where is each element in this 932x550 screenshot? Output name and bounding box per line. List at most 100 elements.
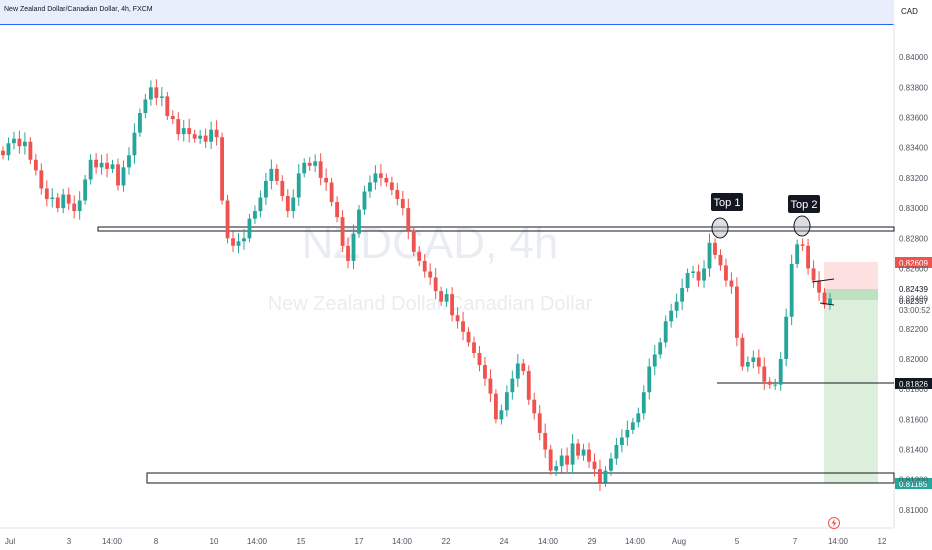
top1-marker[interactable] [711, 217, 729, 239]
candle [652, 345, 657, 375]
candle [504, 385, 509, 417]
candle [444, 288, 449, 307]
candle [302, 158, 307, 178]
candle [77, 191, 82, 220]
x-tick-label: 14:00 [247, 537, 268, 546]
candle [526, 365, 531, 405]
candle [417, 246, 422, 267]
top2-label-bg [788, 195, 820, 213]
candle [598, 459, 602, 492]
lightning-icon[interactable] [828, 517, 840, 529]
candle [619, 429, 624, 453]
candle [66, 187, 71, 210]
top2-label[interactable]: Top 2 [791, 199, 818, 211]
candle [384, 173, 389, 187]
top1-label[interactable]: Top 1 [714, 197, 741, 209]
candle [138, 108, 142, 137]
y-tick-label: 0.81200 [899, 476, 928, 485]
candle [225, 194, 230, 244]
candle [143, 93, 148, 119]
y-tick-label: 0.84000 [899, 53, 928, 62]
candle [751, 350, 756, 369]
candle [395, 183, 400, 206]
stop-loss-zone[interactable] [824, 262, 878, 289]
support-tag-bg [895, 378, 932, 389]
candle [313, 154, 318, 173]
close-price-tag: 0.82357 [899, 297, 928, 306]
candle [691, 265, 695, 279]
x-tick-label: 7 [793, 537, 798, 546]
candle [778, 352, 783, 391]
candle [22, 132, 27, 155]
candle [630, 417, 635, 434]
candle [592, 453, 597, 477]
candle [94, 152, 99, 174]
candle [817, 271, 821, 302]
candle [88, 154, 93, 185]
top2-marker[interactable] [793, 215, 811, 237]
candle [493, 389, 498, 424]
y-tick-label: 0.83200 [899, 174, 928, 183]
candle [72, 195, 77, 219]
candle [576, 438, 580, 460]
y-tick-label: 0.81400 [899, 446, 928, 455]
y-tick-label: 0.82600 [899, 264, 928, 273]
candle [455, 307, 460, 329]
candle [587, 442, 591, 468]
candle [368, 175, 372, 198]
candle [603, 466, 608, 487]
candle [329, 177, 334, 207]
candle [729, 272, 734, 294]
y-tick-label: 0.83600 [899, 114, 928, 123]
candle [176, 112, 181, 141]
candle [789, 254, 794, 326]
x-tick-label: 14:00 [828, 537, 849, 546]
candle [625, 420, 630, 446]
symbol-title[interactable]: New Zealand Dollar/Canadian Dollar, 4h, … [4, 6, 153, 13]
candle [811, 260, 816, 288]
support-zone[interactable] [146, 472, 895, 484]
candle [411, 226, 416, 256]
candle [346, 237, 350, 269]
x-tick-label: 14:00 [538, 537, 559, 546]
candle [461, 311, 465, 341]
trend-line-lower[interactable] [819, 302, 835, 306]
top1-label-bg [711, 193, 743, 211]
candle [543, 423, 548, 458]
candle [154, 79, 159, 106]
x-tick-label: 14:00 [102, 537, 123, 546]
candle [389, 176, 394, 196]
candle [784, 308, 789, 367]
candle [609, 452, 613, 476]
candle [483, 356, 487, 386]
candle [378, 164, 383, 187]
candle [61, 188, 66, 214]
candle [296, 164, 301, 206]
target-tag-bg [895, 478, 932, 489]
countdown-tag: 03:00:52 [899, 306, 931, 315]
candle [50, 188, 55, 208]
currency-label[interactable]: CAD [901, 7, 918, 16]
candle [795, 239, 800, 269]
candle [499, 404, 504, 425]
candle [718, 249, 723, 271]
x-tick-label: 24 [500, 537, 509, 546]
candle [734, 277, 739, 347]
candle [187, 118, 192, 143]
candle [466, 327, 471, 347]
close-tag-bg [895, 296, 932, 306]
candle [181, 119, 186, 142]
candle [231, 231, 235, 253]
candle [214, 120, 219, 146]
candle [220, 132, 224, 205]
candle [822, 288, 827, 309]
candle [116, 158, 120, 191]
resistance-zone[interactable] [97, 226, 895, 232]
candle [680, 278, 685, 311]
take-profit-zone[interactable] [824, 289, 878, 483]
x-tick-label: 10 [210, 537, 219, 546]
candle [570, 434, 575, 474]
candle [362, 185, 367, 215]
trend-line-upper[interactable] [811, 278, 835, 283]
